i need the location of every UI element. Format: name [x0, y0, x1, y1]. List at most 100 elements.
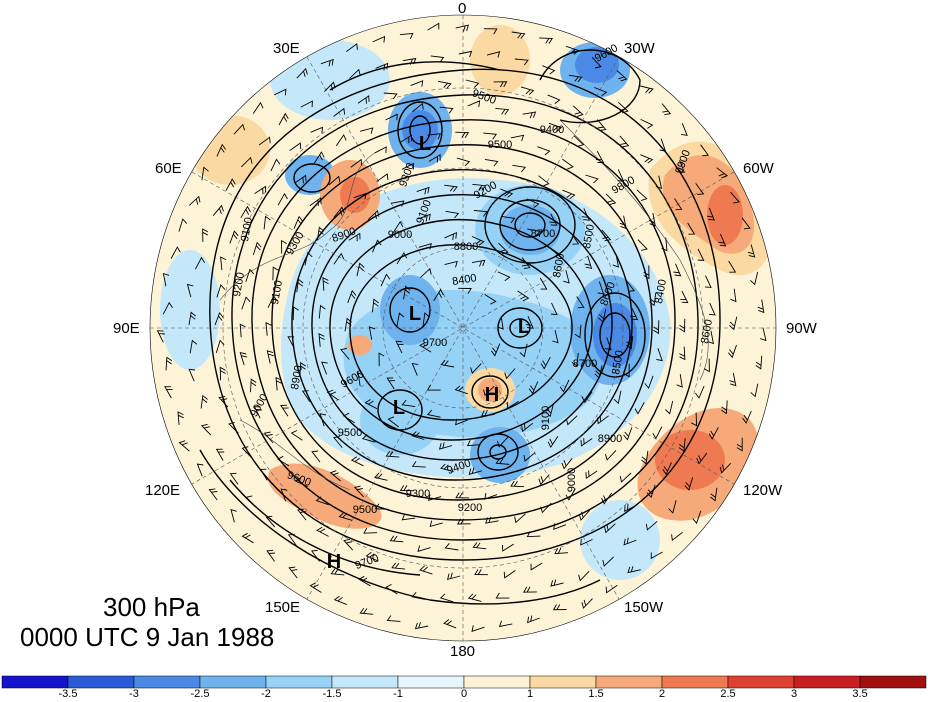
wind-barb	[455, 24, 469, 32]
colorbar	[1, 675, 927, 689]
wind-barb	[517, 290, 530, 302]
wind-barb	[314, 151, 325, 164]
wind-barb	[540, 502, 552, 514]
colorbar-swatch	[529, 675, 597, 689]
wind-barb	[605, 337, 612, 351]
contour-label: 8900	[598, 433, 622, 445]
wind-barb	[671, 531, 683, 542]
wind-barb	[241, 532, 254, 544]
wind-barb	[411, 592, 426, 600]
colorbar-tick-label: 1.5	[588, 688, 604, 700]
wind-barb	[188, 195, 201, 206]
wind-barb	[202, 228, 209, 243]
contour-label: 8500	[610, 349, 626, 375]
colorbar-swatch	[67, 675, 135, 689]
wind-barb	[755, 355, 763, 370]
wind-barb	[290, 430, 303, 441]
colorbar-swatch	[595, 675, 663, 689]
wind-barb	[561, 458, 573, 470]
wind-barb	[684, 477, 694, 491]
wind-barb	[438, 80, 452, 89]
wind-barb	[333, 436, 343, 448]
wind-barb	[547, 94, 561, 104]
wind-barb	[604, 450, 617, 461]
wind-barb	[252, 101, 264, 114]
wind-barb	[573, 135, 585, 147]
lon-label-90w: 90W	[786, 320, 817, 337]
wind-barb	[289, 142, 302, 151]
contour-label: 9100	[540, 406, 552, 430]
wind-barb	[438, 442, 453, 450]
wind-barb	[444, 543, 459, 551]
colorbar-swatch	[661, 675, 729, 689]
lon-label-60w: 60W	[743, 160, 774, 177]
wind-barb	[218, 395, 229, 408]
wind-barb	[629, 307, 639, 321]
wind-barb	[280, 488, 288, 502]
colorbar-tick-label: 1	[526, 688, 534, 700]
wind-barb	[419, 565, 433, 575]
wind-barb	[319, 413, 326, 427]
lon-label-30e: 30E	[273, 40, 300, 57]
wind-barb	[679, 318, 686, 333]
wind-barb	[552, 329, 559, 344]
wind-barb	[200, 423, 212, 436]
wind-barb	[396, 312, 405, 326]
wind-barb	[656, 348, 663, 362]
colorbar-swatch	[133, 675, 201, 689]
wind-barb	[201, 166, 209, 181]
wind-barb	[359, 127, 374, 134]
wind-barb	[652, 426, 663, 440]
wind-barb	[728, 260, 737, 273]
low-center-marker: L	[409, 303, 421, 325]
colorbar-tick-label: 3	[790, 688, 798, 700]
wind-barb	[470, 363, 482, 374]
wind-barb	[736, 437, 743, 452]
wind-barb	[550, 302, 558, 316]
colorbar-swatch	[727, 675, 795, 689]
wind-barb	[580, 438, 593, 447]
wind-barb	[216, 143, 227, 157]
wind-barb	[662, 462, 672, 476]
wind-barb	[550, 579, 564, 587]
wind-barb	[361, 434, 376, 443]
wind-barb	[468, 467, 482, 475]
wind-barb	[679, 346, 686, 361]
wind-barb	[552, 604, 567, 611]
wind-barb	[495, 107, 510, 115]
contour-label: 9000	[566, 468, 578, 492]
wind-barb	[565, 45, 580, 55]
wind-barb	[605, 584, 618, 594]
wind-barb	[318, 304, 326, 319]
wind-barb	[708, 302, 716, 316]
wind-barb	[228, 421, 239, 434]
wind-barb	[640, 154, 654, 164]
wind-barb	[428, 154, 441, 163]
wind-barb	[420, 267, 432, 278]
contour-label: 8800	[454, 241, 478, 253]
wind-barb	[380, 273, 391, 287]
wind-barb	[396, 251, 408, 265]
wind-barb	[612, 254, 619, 268]
wind-barb	[326, 389, 339, 401]
wind-barb	[747, 244, 756, 258]
wind-barb	[426, 409, 441, 418]
wind-barb	[389, 535, 404, 543]
wind-barb	[266, 549, 275, 562]
pressure-centers: L L L L H H	[327, 133, 530, 573]
wind-barb	[263, 215, 271, 230]
colorbar-tick-label: -2.5	[190, 688, 210, 700]
wind-barb	[162, 272, 170, 287]
wind-barb	[495, 592, 510, 599]
wind-barb	[539, 277, 548, 290]
wind-barb	[324, 81, 336, 92]
wind-barb	[572, 105, 584, 117]
wind-barb	[496, 436, 509, 448]
wind-barb	[554, 547, 569, 555]
colorbar-tick-label: -2	[261, 688, 271, 700]
wind-barb	[254, 185, 267, 195]
colorbar-tick-label: -3.5	[58, 688, 78, 700]
wind-barb	[545, 403, 554, 418]
wind-barb	[270, 158, 281, 172]
wind-barb	[170, 246, 181, 259]
